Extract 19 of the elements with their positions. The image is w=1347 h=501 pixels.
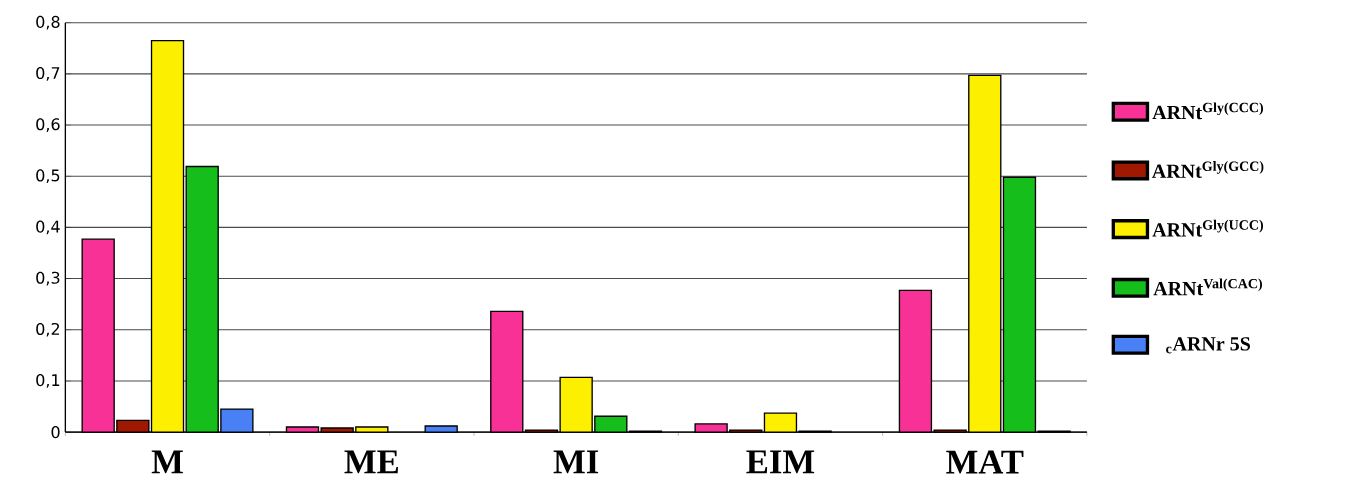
legend-label: ARNt$^{Gly(GCC)}$ (1151, 160, 1264, 178)
y-tick-label: 0,4 (36, 220, 60, 235)
y-tick-label: 0,3 (36, 271, 60, 286)
x-tick-label: MI (553, 450, 599, 473)
y-tick-label: 0 (51, 425, 60, 438)
x-tick-label: M (151, 450, 183, 473)
y-tick-label: 0,5 (36, 169, 60, 183)
x-tick-label: MAT (946, 450, 1024, 474)
x-tick-label: ME (344, 450, 398, 473)
y-tick-label: 0,7 (36, 66, 60, 81)
y-tick-label: 0,1 (36, 373, 60, 388)
y-tick-label: 0,8 (36, 15, 60, 30)
y-tick-label: 0,2 (36, 322, 60, 337)
y-tick-label: 0,6 (36, 117, 60, 132)
legend-label: ARNt$^{Val(CAC)}$ (1153, 278, 1262, 296)
legend-label: $_{c}$ARNr 5S (1166, 336, 1250, 354)
legend-label: ARNt$^{Gly(CCC)}$ (1152, 102, 1263, 120)
x-tick-label: EIM (746, 450, 815, 473)
legend-label: ARNt$^{Gly(UCC)}$ (1152, 219, 1263, 237)
